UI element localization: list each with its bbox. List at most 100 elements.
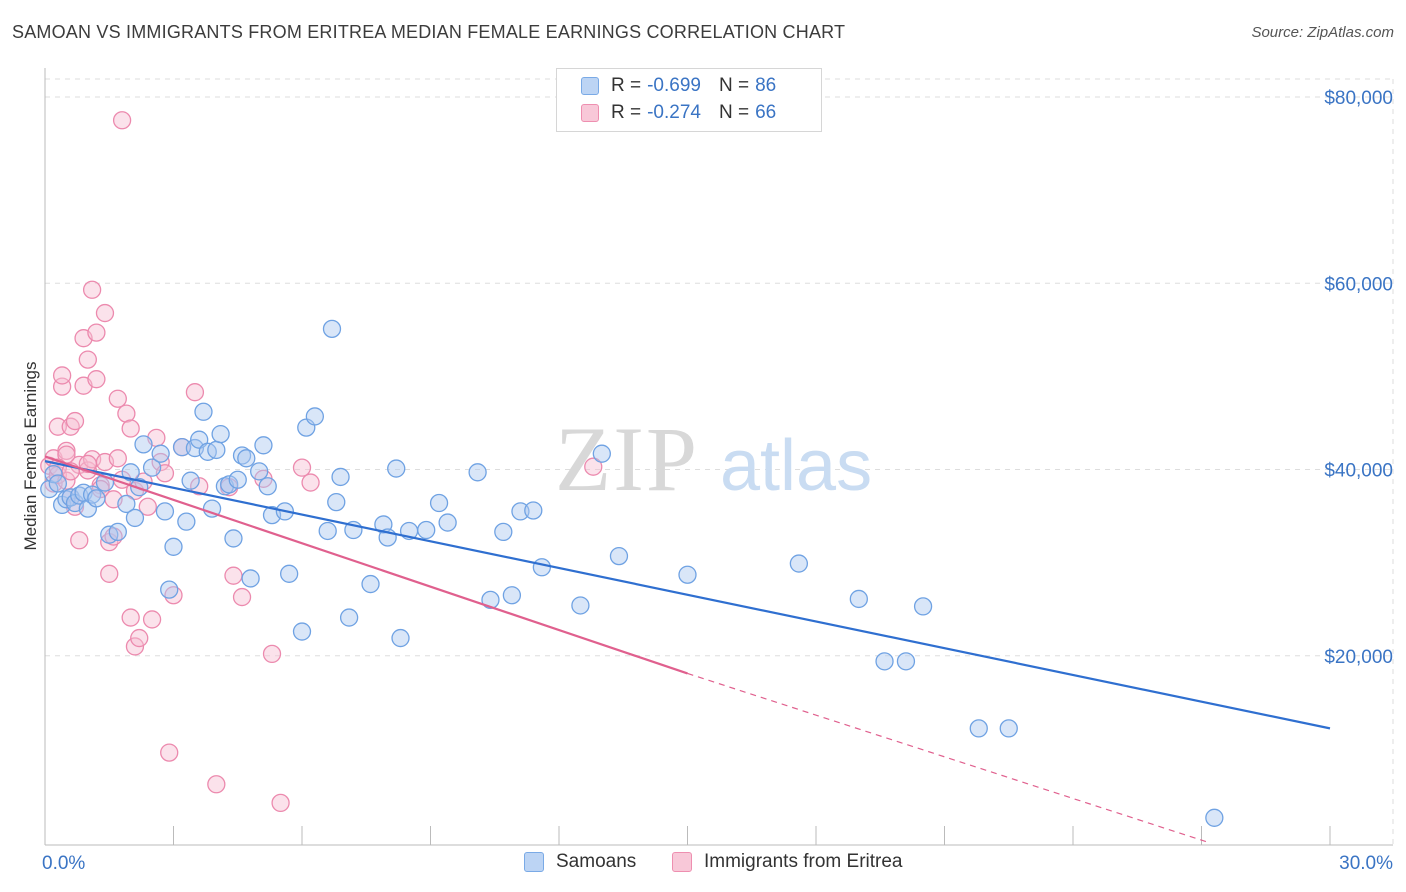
point-samoans: [678, 565, 697, 584]
point-samoans: [494, 522, 513, 542]
point-samoans: [387, 459, 406, 478]
point-samoans: [237, 449, 256, 468]
watermark: ZIP atlas: [555, 408, 872, 510]
y-tick-label: $40,000: [1324, 461, 1393, 482]
trend-line-eritrea-extension: [687, 672, 1211, 844]
point-eritrea: [224, 566, 243, 585]
legend-r-label: R =: [611, 102, 642, 123]
legend-label-samoans: Samoans: [556, 851, 637, 872]
legend-swatch-samoans: [581, 77, 599, 95]
legend-label-eritrea: Immigrants from Eritrea: [704, 851, 903, 872]
point-samoans: [511, 502, 530, 521]
point-eritrea: [142, 610, 162, 629]
point-eritrea: [121, 419, 140, 438]
point-samoans: [969, 719, 988, 738]
point-samoans: [108, 522, 127, 542]
point-eritrea: [160, 743, 179, 762]
point-samoans: [258, 477, 277, 496]
point-eritrea: [125, 637, 145, 656]
legend-swatch-eritrea: [672, 852, 692, 872]
point-eritrea: [95, 303, 115, 323]
y-tick-labels: $20,000 $40,000 $60,000 $80,000: [1324, 88, 1393, 668]
point-samoans: [228, 470, 247, 489]
point-samoans: [481, 590, 500, 610]
correlation-legend: R = -0.699 N = 86 R = -0.274 N = 66: [556, 68, 822, 132]
legend-n-value: 66: [755, 102, 777, 123]
point-samoans: [151, 444, 170, 463]
legend-n-value: 86: [755, 75, 777, 96]
legend-item-eritrea[interactable]: Immigrants from Eritrea: [672, 851, 902, 873]
point-samoans: [207, 440, 226, 460]
point-samoans: [44, 465, 63, 484]
point-eritrea: [121, 608, 140, 627]
legend-item-samoans[interactable]: Samoans: [524, 851, 636, 873]
point-samoans: [305, 407, 325, 426]
legend-swatch-eritrea: [581, 104, 599, 122]
chart-title: SAMOAN VS IMMIGRANTS FROM ERITREA MEDIAN…: [12, 22, 846, 42]
point-eritrea: [232, 587, 252, 607]
point-eritrea: [292, 458, 312, 477]
point-samoans: [339, 608, 359, 627]
legend-r-label: R =: [611, 75, 642, 96]
point-samoans: [155, 502, 175, 521]
point-samoans: [609, 546, 629, 566]
point-samoans: [254, 436, 273, 455]
point-samoans: [438, 513, 457, 532]
point-samoans: [429, 493, 449, 513]
point-samoans: [571, 596, 590, 615]
legend-n-label: N =: [718, 75, 750, 96]
point-eritrea: [70, 531, 89, 550]
point-samoans: [87, 489, 106, 508]
point-samoans: [241, 569, 260, 588]
legend-n-label: N =: [718, 102, 750, 123]
point-samoans: [849, 589, 868, 609]
point-samoans: [279, 564, 299, 583]
point-eritrea: [130, 628, 149, 648]
point-samoans: [592, 444, 611, 463]
point-samoans: [1205, 808, 1224, 827]
watermark-atlas: atlas: [720, 426, 872, 506]
point-samoans: [391, 628, 410, 648]
grid-lines: [45, 78, 1394, 845]
legend-r-value: -0.699: [647, 75, 701, 96]
point-eritrea: [262, 644, 282, 664]
legend-swatch-samoans: [524, 852, 544, 872]
x-tick-label: 0.0%: [42, 853, 85, 874]
point-eritrea: [87, 323, 106, 342]
point-samoans: [999, 719, 1018, 738]
point-samoans: [524, 501, 543, 520]
trend-line-samoans: [44, 460, 1331, 730]
legend-r-value: -0.274: [647, 102, 701, 123]
point-samoans: [48, 474, 67, 493]
point-samoans: [318, 521, 337, 541]
point-samoans: [331, 467, 350, 487]
legend-row-eritrea: R = -0.274 N = 66: [581, 100, 776, 126]
y-tick-label: $60,000: [1324, 274, 1393, 295]
point-samoans: [194, 402, 213, 421]
point-samoans: [172, 437, 192, 457]
point-samoans: [896, 652, 916, 671]
watermark-zip: ZIP: [555, 408, 699, 510]
point-eritrea: [301, 473, 320, 492]
point-eritrea: [100, 564, 119, 583]
trend-line-eritrea: [44, 455, 688, 675]
x-tick-label: 30.0%: [1339, 853, 1393, 874]
point-samoans: [502, 586, 522, 605]
point-eritrea: [271, 793, 290, 813]
point-samoans: [142, 458, 162, 477]
point-samoans: [177, 512, 196, 531]
point-eritrea: [185, 383, 205, 402]
legend-row-samoans: R = -0.699 N = 86: [581, 73, 776, 99]
point-eritrea: [87, 370, 106, 389]
point-eritrea: [65, 411, 85, 431]
source-credit: Source: ZipAtlas.com: [1251, 24, 1394, 41]
point-samoans: [220, 475, 239, 494]
point-eritrea: [108, 389, 127, 408]
point-eritrea: [78, 350, 97, 369]
point-samoans: [327, 492, 346, 512]
point-samoans: [250, 462, 269, 481]
point-samoans: [164, 537, 183, 556]
point-samoans: [121, 463, 140, 482]
point-samoans: [361, 574, 380, 594]
point-samoans: [211, 424, 230, 444]
